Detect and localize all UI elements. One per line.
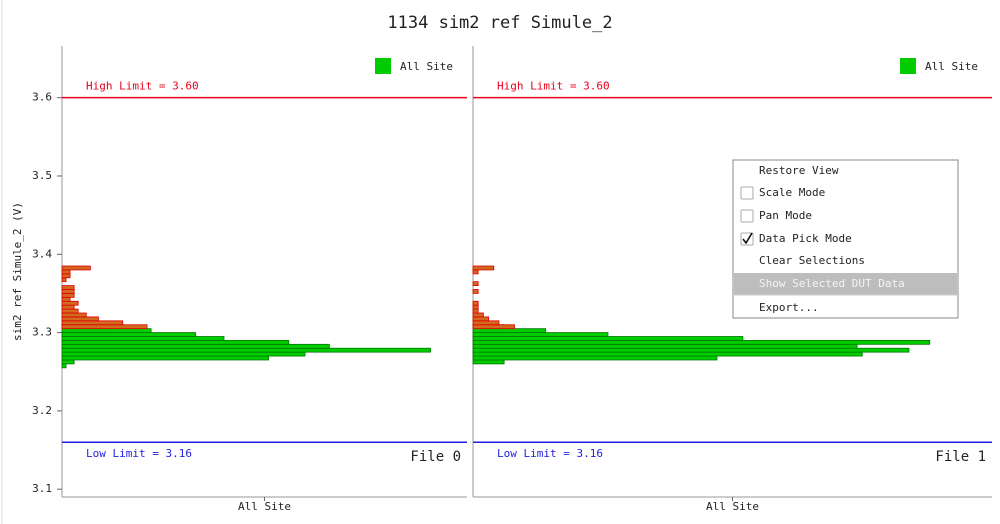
histogram-bar bbox=[472, 281, 479, 286]
menu-item[interactable]: Export... bbox=[759, 301, 819, 314]
histogram-bar bbox=[472, 328, 547, 333]
histogram-bar bbox=[472, 312, 484, 318]
histogram-bar bbox=[472, 324, 515, 330]
histogram-bar bbox=[472, 300, 479, 306]
histogram-bar bbox=[61, 336, 225, 341]
histogram-bar bbox=[61, 296, 71, 302]
histogram-bar bbox=[472, 304, 479, 310]
histogram-bar bbox=[61, 340, 290, 345]
y-tick-label: 3.3 bbox=[32, 326, 52, 339]
menu-item[interactable]: Pan Mode bbox=[759, 209, 812, 222]
x-axis-label: All Site bbox=[238, 500, 291, 513]
y-tick-label: 3.2 bbox=[32, 404, 52, 417]
histogram-bar bbox=[472, 308, 479, 314]
limit-label: High Limit = 3.60 bbox=[86, 80, 199, 93]
limit-label: Low Limit = 3.16 bbox=[497, 447, 603, 460]
histogram-bar bbox=[61, 320, 124, 326]
histogram-bar bbox=[472, 320, 500, 326]
file-label: File 0 bbox=[410, 449, 461, 465]
histogram-bar bbox=[472, 336, 744, 341]
histogram-bar bbox=[472, 332, 609, 337]
y-tick-label: 3.4 bbox=[32, 247, 52, 260]
y-tick-label: 3.6 bbox=[32, 91, 52, 104]
histogram-bar bbox=[472, 289, 479, 294]
y-tick-label: 3.1 bbox=[32, 482, 52, 495]
histogram-bar bbox=[472, 347, 910, 353]
menu-item[interactable]: Clear Selections bbox=[759, 254, 865, 267]
histogram-bar bbox=[61, 277, 67, 283]
y-axis-label: sim2 ref Simule_2 (V) bbox=[11, 202, 24, 341]
histogram-bar bbox=[61, 300, 79, 306]
legend-label: All Site bbox=[400, 60, 453, 73]
histogram-bar bbox=[61, 304, 75, 310]
histogram-bar bbox=[61, 293, 75, 298]
menu-checkbox[interactable] bbox=[740, 209, 754, 223]
menu-item[interactable]: Show Selected DUT Data bbox=[759, 277, 905, 290]
histogram-bar bbox=[61, 308, 79, 314]
limit-label: High Limit = 3.60 bbox=[497, 80, 610, 93]
limit-label: Low Limit = 3.16 bbox=[86, 447, 192, 460]
histogram-bar bbox=[472, 316, 489, 322]
histogram-bar bbox=[61, 332, 197, 337]
histogram-bar bbox=[472, 269, 479, 275]
x-axis-label: All Site bbox=[706, 500, 759, 513]
histogram-bar bbox=[61, 312, 87, 318]
menu-item[interactable]: Restore View bbox=[759, 164, 839, 177]
histogram-bar bbox=[61, 347, 431, 353]
histogram-bar bbox=[61, 265, 91, 271]
histogram-bar bbox=[61, 285, 75, 290]
legend-swatch bbox=[375, 58, 391, 74]
histogram-bar bbox=[472, 340, 931, 345]
chart-title: 1134 sim2 ref Simule_2 bbox=[387, 13, 612, 33]
file-label: File 1 bbox=[935, 449, 986, 465]
legend-label: All Site bbox=[925, 60, 978, 73]
legend-swatch bbox=[900, 58, 916, 74]
histogram-bar bbox=[61, 363, 67, 369]
histogram-bar bbox=[61, 359, 75, 365]
histogram-bar bbox=[61, 351, 306, 357]
histogram-bar bbox=[61, 324, 148, 330]
histogram-bar bbox=[472, 343, 858, 349]
histogram-bar bbox=[472, 359, 505, 365]
histogram-bar bbox=[472, 351, 863, 357]
histogram-bar bbox=[472, 355, 718, 361]
histogram-bar bbox=[61, 343, 330, 349]
y-tick-label: 3.5 bbox=[32, 169, 52, 182]
histogram-bar bbox=[61, 316, 99, 322]
histogram-bar bbox=[61, 289, 75, 294]
histogram-bar bbox=[61, 273, 71, 279]
menu-highlight bbox=[734, 273, 957, 295]
checkmark bbox=[742, 232, 753, 245]
histogram-bar bbox=[61, 355, 269, 361]
menu-checkbox[interactable] bbox=[740, 186, 754, 200]
histogram-bar bbox=[472, 265, 495, 271]
menu-item[interactable]: Data Pick Mode bbox=[759, 232, 852, 245]
menu-item[interactable]: Scale Mode bbox=[759, 186, 825, 199]
histogram-bar bbox=[61, 328, 152, 333]
histogram-bar bbox=[61, 269, 71, 275]
